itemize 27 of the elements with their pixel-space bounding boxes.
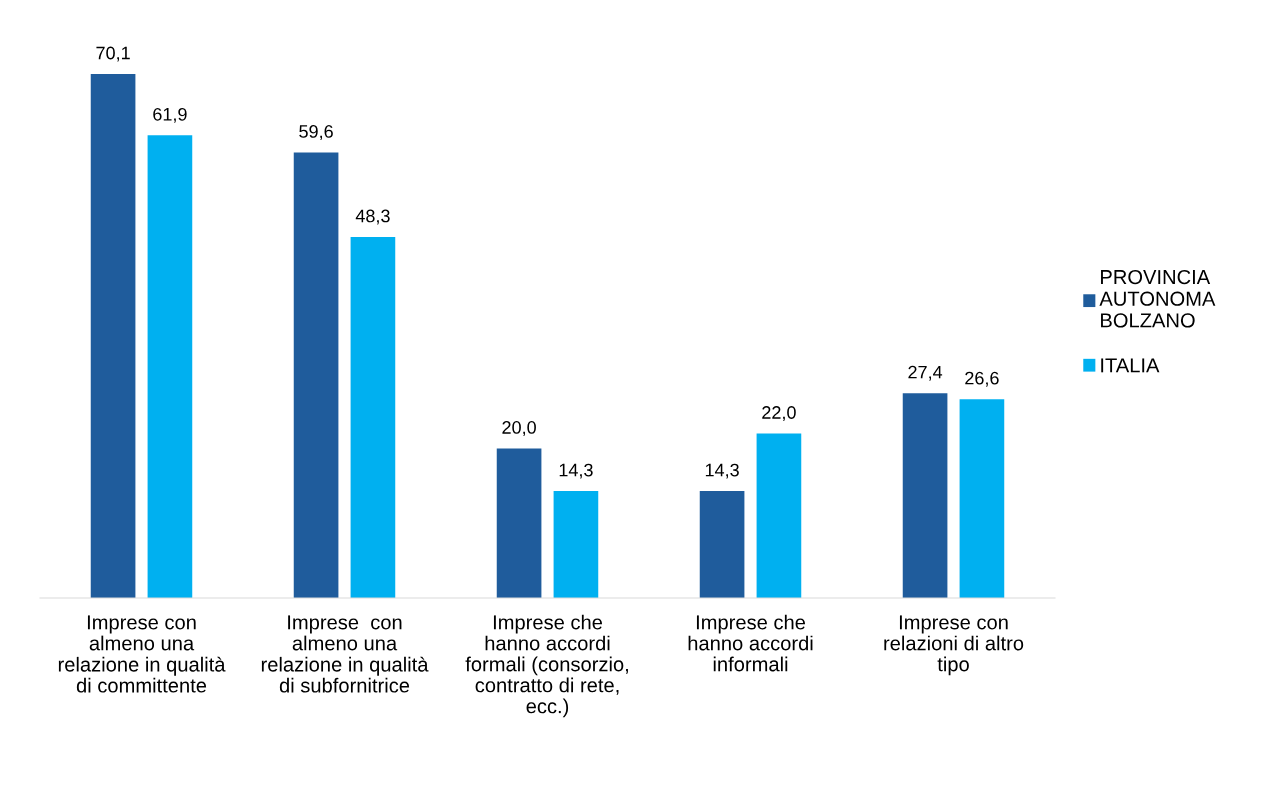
legend-label: PROVINCIA AUTONOMA BOLZANO bbox=[1099, 269, 1216, 328]
data-label: 48,3 bbox=[355, 209, 390, 225]
data-label: 61,9 bbox=[153, 107, 187, 123]
x-tick-label: Imprese che hanno accordi informali bbox=[688, 614, 813, 672]
bar bbox=[293, 152, 339, 598]
x-tick-label: Imprese con almeno una relazione in qualità di subfornitrice bbox=[261, 615, 429, 693]
data-label: 59,6 bbox=[299, 125, 333, 141]
data-label: 20,0 bbox=[502, 421, 536, 436]
x-tick-label: Imprese con almeno una relazione in qualità di committente bbox=[58, 615, 226, 693]
data-label: 70,1 bbox=[96, 46, 130, 62]
data-label: 26,6 bbox=[965, 371, 999, 387]
bar bbox=[756, 433, 802, 598]
bar bbox=[699, 491, 745, 598]
legend-label: ITALIA bbox=[1101, 358, 1160, 373]
data-label: 14,3 bbox=[705, 463, 739, 479]
x-tick-label: Imprese con relazioni di altro tipo bbox=[884, 615, 1024, 676]
bar bbox=[902, 393, 948, 598]
bar bbox=[350, 237, 396, 598]
bar bbox=[553, 491, 599, 598]
bar bbox=[496, 448, 542, 598]
data-label: 14,3 bbox=[559, 463, 593, 479]
data-label: 22,0 bbox=[762, 406, 796, 422]
data-label: 27,4 bbox=[908, 365, 943, 381]
bar bbox=[147, 135, 193, 598]
bar bbox=[90, 74, 136, 598]
bar bbox=[959, 399, 1005, 598]
x-tick-label: Imprese che hanno accordi formali (consorzio, contratto di rete, ecc.) bbox=[465, 614, 628, 718]
